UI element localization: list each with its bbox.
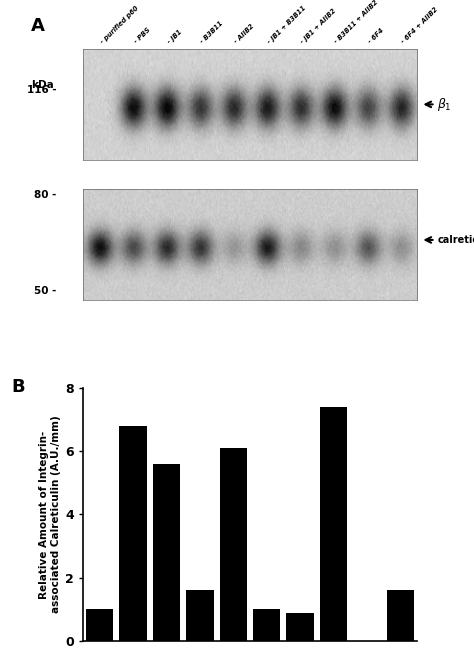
Bar (119, 426, 147, 641)
Bar (186, 590, 214, 641)
Text: B: B (11, 377, 25, 395)
Text: - 6F4: - 6F4 (367, 27, 384, 44)
Text: - B3B11: - B3B11 (200, 20, 225, 44)
Text: $\beta_1$: $\beta_1$ (437, 96, 452, 113)
Text: A: A (31, 17, 45, 35)
Bar (286, 613, 314, 641)
Text: - 6F4 + AIIB2: - 6F4 + AIIB2 (401, 6, 439, 44)
Bar (253, 609, 281, 641)
Text: - AIIB2: - AIIB2 (233, 23, 255, 44)
Text: - JB1: - JB1 (166, 28, 183, 44)
Text: - purified p60: - purified p60 (100, 5, 140, 44)
Text: - B3B11 + AIIB2: - B3B11 + AIIB2 (334, 0, 379, 44)
Bar (153, 464, 180, 641)
Text: 116 -: 116 - (27, 85, 56, 95)
Bar (86, 609, 113, 641)
Text: calreticulin: calreticulin (437, 235, 474, 245)
Text: 50 -: 50 - (34, 286, 56, 296)
Text: - PBS: - PBS (133, 26, 151, 44)
Text: - JB1 + AIIB2: - JB1 + AIIB2 (300, 7, 337, 44)
Y-axis label: Relative Amount of Integrin-
associated Calreticulin (A.U./mm): Relative Amount of Integrin- associated … (39, 416, 61, 613)
Bar (219, 448, 247, 641)
Text: - JB1 + B3B11: - JB1 + B3B11 (267, 5, 307, 44)
Bar (387, 590, 414, 641)
Bar (320, 407, 347, 641)
Text: 80 -: 80 - (34, 190, 56, 200)
Text: kDa: kDa (31, 81, 54, 91)
